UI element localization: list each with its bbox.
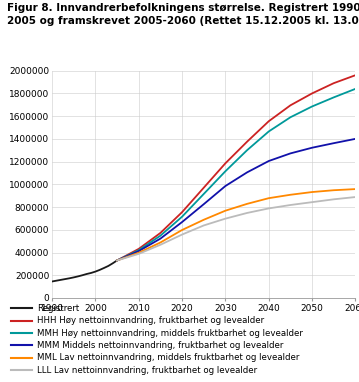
MML Lav nettoinnvandring, middels fruktbarhet og levealder <box>180 228 184 232</box>
MMM Middels nettoinnvandring, fruktbarhet og levealder <box>223 184 228 188</box>
MMM Middels nettoinnvandring, fruktbarhet og levealder <box>267 159 271 163</box>
Text: MML Lav nettoinnvandring, middels fruktbarhet og levealder: MML Lav nettoinnvandring, middels fruktb… <box>37 353 299 363</box>
LLL Lav nettoinnvandring, fruktbarhet og levealder <box>267 206 271 211</box>
Text: MMH Høy nettoinnvandring, middels fruktbarhet og levealder: MMH Høy nettoinnvandring, middels fruktb… <box>37 329 303 338</box>
LLL Lav nettoinnvandring, fruktbarhet og levealder <box>310 200 314 204</box>
MML Lav nettoinnvandring, middels fruktbarhet og levealder <box>223 209 228 213</box>
LLL Lav nettoinnvandring, fruktbarhet og levealder <box>115 258 119 263</box>
Line: MMH Høy nettoinnvandring, middels fruktbarhet og levealder: MMH Høy nettoinnvandring, middels fruktb… <box>117 89 355 261</box>
MML Lav nettoinnvandring, middels fruktbarhet og levealder <box>332 188 336 193</box>
Registrert <box>67 276 71 281</box>
LLL Lav nettoinnvandring, fruktbarhet og levealder <box>180 232 184 237</box>
Text: HHH Høy nettoinnvandring, fruktbarhet og levealder: HHH Høy nettoinnvandring, fruktbarhet og… <box>37 316 264 325</box>
MML Lav nettoinnvandring, middels fruktbarhet og levealder <box>267 196 271 201</box>
Registrert <box>71 275 76 280</box>
MMH Høy nettoinnvandring, middels fruktbarhet og levealder <box>115 258 119 263</box>
Registrert <box>63 277 67 282</box>
LLL Lav nettoinnvandring, fruktbarhet og levealder <box>245 210 249 215</box>
MML Lav nettoinnvandring, middels fruktbarhet og levealder <box>115 258 119 263</box>
MMM Middels nettoinnvandring, fruktbarhet og levealder <box>158 236 163 241</box>
MMH Høy nettoinnvandring, middels fruktbarhet og levealder <box>288 115 293 120</box>
Registrert <box>102 265 106 270</box>
Registrert <box>59 278 63 282</box>
MML Lav nettoinnvandring, middels fruktbarhet og levealder <box>310 190 314 194</box>
LLL Lav nettoinnvandring, fruktbarhet og levealder <box>158 243 163 247</box>
MMH Høy nettoinnvandring, middels fruktbarhet og levealder <box>245 148 249 152</box>
HHH Høy nettoinnvandring, fruktbarhet og levealder <box>115 258 119 263</box>
Line: LLL Lav nettoinnvandring, fruktbarhet og levealder: LLL Lav nettoinnvandring, fruktbarhet og… <box>117 197 355 261</box>
Registrert <box>106 264 111 268</box>
HHH Høy nettoinnvandring, fruktbarhet og levealder <box>310 91 314 96</box>
HHH Høy nettoinnvandring, fruktbarhet og levealder <box>158 231 163 235</box>
Registrert <box>80 273 85 277</box>
LLL Lav nettoinnvandring, fruktbarhet og levealder <box>353 195 358 199</box>
MML Lav nettoinnvandring, middels fruktbarhet og levealder <box>136 251 141 255</box>
MMM Middels nettoinnvandring, fruktbarhet og levealder <box>353 137 358 141</box>
HHH Høy nettoinnvandring, fruktbarhet og levealder <box>223 161 228 165</box>
Registrert <box>89 271 93 275</box>
Registrert <box>50 279 54 284</box>
MMM Middels nettoinnvandring, fruktbarhet og levealder <box>180 220 184 224</box>
HHH Høy nettoinnvandring, fruktbarhet og levealder <box>202 185 206 190</box>
HHH Høy nettoinnvandring, fruktbarhet og levealder <box>353 73 358 78</box>
MMH Høy nettoinnvandring, middels fruktbarhet og levealder <box>202 192 206 196</box>
MMH Høy nettoinnvandring, middels fruktbarhet og levealder <box>353 87 358 91</box>
MMM Middels nettoinnvandring, fruktbarhet og levealder <box>202 202 206 207</box>
MMM Middels nettoinnvandring, fruktbarhet og levealder <box>310 146 314 150</box>
HHH Høy nettoinnvandring, fruktbarhet og levealder <box>332 81 336 86</box>
Registrert <box>98 268 102 272</box>
MMH Høy nettoinnvandring, middels fruktbarhet og levealder <box>332 95 336 100</box>
LLL Lav nettoinnvandring, fruktbarhet og levealder <box>202 223 206 228</box>
MMH Høy nettoinnvandring, middels fruktbarhet og levealder <box>223 169 228 173</box>
MML Lav nettoinnvandring, middels fruktbarhet og levealder <box>202 217 206 222</box>
Line: Registrert: Registrert <box>52 261 117 282</box>
MMM Middels nettoinnvandring, fruktbarhet og levealder <box>136 249 141 253</box>
Line: MML Lav nettoinnvandring, middels fruktbarhet og levealder: MML Lav nettoinnvandring, middels fruktb… <box>117 189 355 261</box>
MMH Høy nettoinnvandring, middels fruktbarhet og levealder <box>180 214 184 219</box>
MMM Middels nettoinnvandring, fruktbarhet og levealder <box>115 258 119 263</box>
Line: HHH Høy nettoinnvandring, fruktbarhet og levealder: HHH Høy nettoinnvandring, fruktbarhet og… <box>117 75 355 261</box>
MMH Høy nettoinnvandring, middels fruktbarhet og levealder <box>267 129 271 134</box>
Text: Registrert: Registrert <box>37 304 79 313</box>
MMM Middels nettoinnvandring, fruktbarhet og levealder <box>288 151 293 156</box>
Line: MMM Middels nettoinnvandring, fruktbarhet og levealder: MMM Middels nettoinnvandring, fruktbarhe… <box>117 139 355 261</box>
HHH Høy nettoinnvandring, fruktbarhet og levealder <box>245 139 249 144</box>
LLL Lav nettoinnvandring, fruktbarhet og levealder <box>223 216 228 221</box>
HHH Høy nettoinnvandring, fruktbarhet og levealder <box>136 246 141 251</box>
Registrert <box>93 269 98 274</box>
Registrert <box>115 258 119 263</box>
HHH Høy nettoinnvandring, fruktbarhet og levealder <box>288 103 293 108</box>
Registrert <box>111 261 115 265</box>
MML Lav nettoinnvandring, middels fruktbarhet og levealder <box>353 187 358 191</box>
Text: LLL Lav nettoinnvandring, fruktbarhet og levealder: LLL Lav nettoinnvandring, fruktbarhet og… <box>37 366 257 375</box>
MML Lav nettoinnvandring, middels fruktbarhet og levealder <box>288 193 293 197</box>
MMM Middels nettoinnvandring, fruktbarhet og levealder <box>245 170 249 175</box>
Text: MMM Middels nettoinnvandring, fruktbarhet og levealder: MMM Middels nettoinnvandring, fruktbarhe… <box>37 341 284 350</box>
MMM Middels nettoinnvandring, fruktbarhet og levealder <box>332 141 336 146</box>
HHH Høy nettoinnvandring, fruktbarhet og levealder <box>180 210 184 214</box>
Registrert <box>85 272 89 276</box>
HHH Høy nettoinnvandring, fruktbarhet og levealder <box>267 119 271 123</box>
MMH Høy nettoinnvandring, middels fruktbarhet og levealder <box>158 233 163 238</box>
MMH Høy nettoinnvandring, middels fruktbarhet og levealder <box>136 248 141 253</box>
MMH Høy nettoinnvandring, middels fruktbarhet og levealder <box>310 104 314 109</box>
LLL Lav nettoinnvandring, fruktbarhet og levealder <box>288 203 293 207</box>
LLL Lav nettoinnvandring, fruktbarhet og levealder <box>332 197 336 202</box>
Registrert <box>54 278 59 283</box>
Registrert <box>76 274 80 278</box>
MML Lav nettoinnvandring, middels fruktbarhet og levealder <box>245 202 249 206</box>
MML Lav nettoinnvandring, middels fruktbarhet og levealder <box>158 240 163 245</box>
LLL Lav nettoinnvandring, fruktbarhet og levealder <box>136 252 141 256</box>
Text: Figur 8. Innvandrerbefolkningens størrelse. Registrert 1990-
2005 og framskrevet: Figur 8. Innvandrerbefolkningens størrel… <box>7 3 359 26</box>
